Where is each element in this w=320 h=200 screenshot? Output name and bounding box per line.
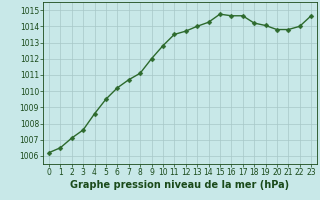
X-axis label: Graphe pression niveau de la mer (hPa): Graphe pression niveau de la mer (hPa) xyxy=(70,180,290,190)
